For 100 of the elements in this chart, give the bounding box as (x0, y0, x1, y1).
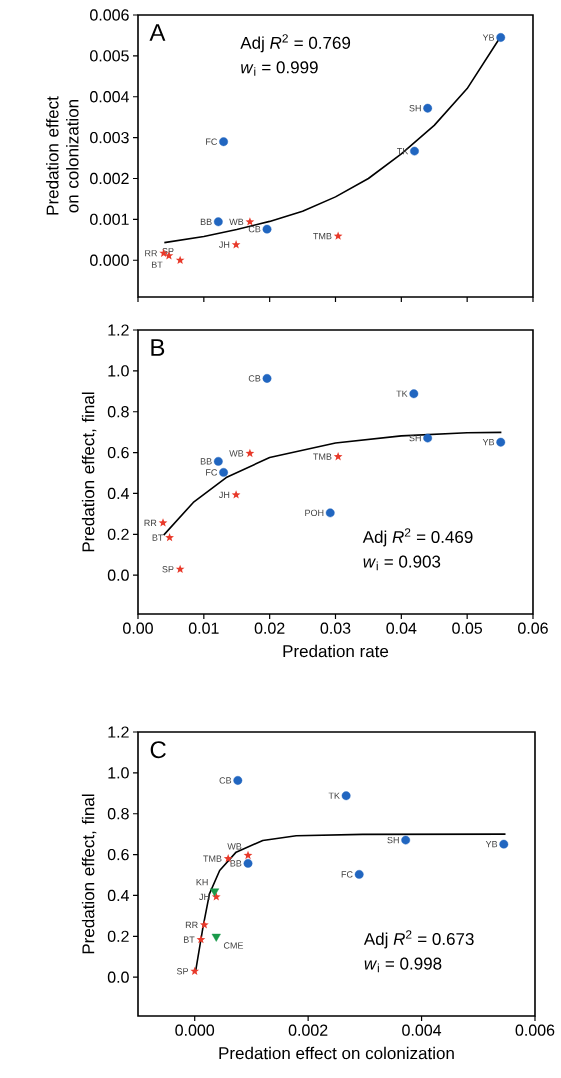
annotation: Adj R$^{2}$ = 0.673 (363, 930, 474, 949)
annotation: WB (229, 218, 244, 225)
point (210, 888, 220, 897)
point (341, 791, 351, 801)
y-tick-label: 0.001 (90, 213, 129, 226)
annotation: WB (229, 450, 244, 457)
annotation: FC (206, 138, 218, 145)
y-tick-label: 0.004 (90, 91, 129, 103)
annotation: JH (219, 241, 230, 248)
x-tick-label: 0.000 (175, 1024, 215, 1036)
point (213, 456, 223, 466)
annotation: TK (328, 792, 340, 799)
y-tick-label: 0.000 (90, 254, 129, 266)
point (233, 776, 243, 785)
point (199, 920, 209, 929)
x-tick-label: 0.04 (386, 622, 417, 634)
y-tick-label: 1.2 (108, 726, 129, 738)
point (410, 146, 419, 156)
y-axis-title: Predation effect, final (81, 794, 97, 954)
x-axis-title: Predation rate (283, 644, 389, 658)
point (190, 966, 200, 975)
point (231, 490, 241, 499)
point (499, 839, 509, 849)
annotation: w$_{i}$ = 0.903 (363, 555, 441, 571)
annotation: BT (152, 534, 164, 541)
annotation: KH (196, 879, 208, 886)
annotation: CME (223, 942, 244, 949)
point (401, 835, 411, 845)
y-tick-label: 0.0 (107, 971, 129, 983)
annotation: TMB (313, 453, 332, 460)
x-tick-label: 0.05 (452, 622, 483, 634)
annotation: CB (248, 225, 261, 233)
point (243, 850, 253, 860)
y-tick-label: 0.006 (90, 9, 129, 21)
annotation: FC (341, 871, 353, 878)
point (196, 934, 206, 944)
point (423, 103, 433, 113)
annotation: SH (409, 434, 421, 442)
y-tick-label: 0.6 (107, 446, 129, 459)
y-axis-title: Predation effect on colonization (46, 96, 79, 215)
annotation: RR (145, 250, 158, 257)
annotation: w$_{i}$ = 0.998 (364, 957, 442, 973)
y-tick-label: 0.4 (107, 487, 129, 500)
x-axis-title: Predation effect on colonization (219, 1046, 454, 1060)
annotation: SH (409, 105, 421, 112)
y-tick-label: 0.4 (107, 889, 129, 902)
y-axis-title: Predation effect, final (81, 392, 97, 552)
annotation: WB (227, 843, 242, 850)
annotation: A (149, 24, 166, 41)
point (245, 448, 255, 458)
point (243, 858, 253, 868)
y-tick-label: 0.6 (107, 848, 129, 861)
annotation: SP (176, 968, 189, 975)
point (409, 389, 419, 399)
point (165, 532, 174, 542)
annotation: YB (482, 439, 495, 446)
x-tick-label: 0.002 (288, 1024, 328, 1036)
point (219, 468, 228, 477)
annotation: C (150, 741, 166, 759)
annotation: POH (305, 509, 324, 517)
y-tick-label: 1.2 (108, 324, 129, 336)
point (213, 217, 223, 227)
point (158, 518, 168, 527)
annotation: CB (219, 777, 232, 784)
annotation: SP (162, 566, 174, 573)
annotation: RR (144, 519, 157, 526)
annotation: BT (151, 261, 163, 268)
annotation: SH (387, 836, 399, 844)
point (219, 137, 228, 147)
x-tick-label: 0.00 (123, 622, 153, 634)
y-tick-label: 0.005 (90, 50, 129, 62)
point (262, 224, 272, 234)
annotation: B (151, 339, 165, 356)
y-tick-label: 0.2 (107, 930, 129, 942)
y-tick-label: 0.2 (107, 528, 129, 540)
point (333, 452, 343, 461)
point (423, 433, 433, 443)
point (496, 33, 506, 42)
point (325, 508, 335, 518)
x-tick-label: 0.02 (254, 622, 285, 634)
x-tick-label: 0.06 (518, 622, 548, 634)
y-tick-label: 0.0 (107, 569, 129, 581)
x-tick-label: 0.004 (402, 1024, 442, 1036)
annotation: Adj R$^{2}$ = 0.769 (240, 34, 351, 53)
y-tick-label: 0.8 (107, 808, 129, 820)
y-tick-label: 1.0 (108, 365, 129, 377)
point (245, 217, 255, 226)
annotation: TK (396, 390, 408, 397)
y-tick-label: 0.002 (90, 172, 129, 185)
y-tick-label: 1.0 (108, 767, 129, 779)
annotation: BT (183, 936, 195, 943)
point (231, 240, 241, 249)
annotation: YB (482, 34, 495, 41)
annotation: BB (200, 218, 212, 225)
x-tick-label: 0.006 (515, 1024, 555, 1036)
annotation: CB (248, 375, 261, 382)
y-tick-label: 0.8 (107, 406, 129, 418)
point (262, 374, 272, 383)
annotation: TMB (313, 233, 332, 240)
y-tick-label: 0.003 (90, 131, 129, 144)
